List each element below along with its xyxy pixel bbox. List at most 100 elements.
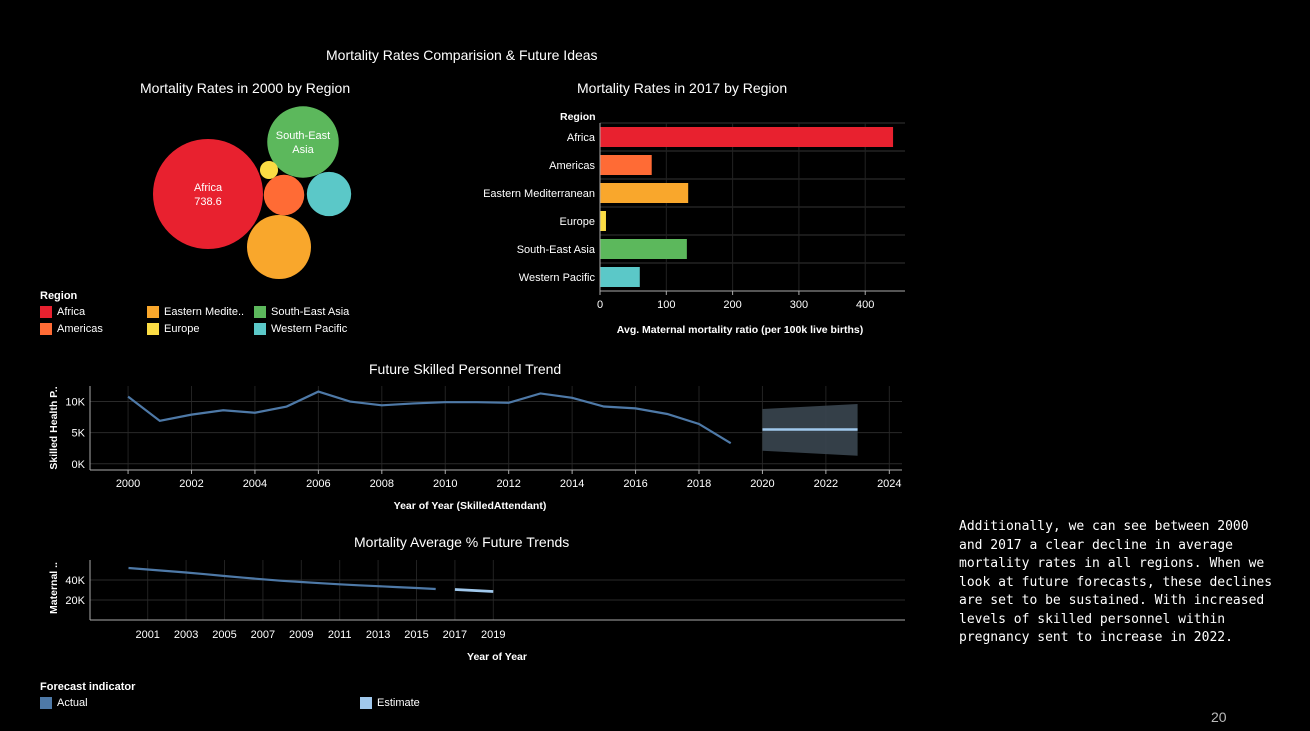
x-tick-label: 2011: [328, 629, 352, 641]
bar-category-label: Western Pacific: [519, 272, 596, 284]
bar-europe[interactable]: [600, 211, 606, 231]
legend-label: Americas: [57, 323, 103, 335]
x-tick-label: 2012: [496, 478, 520, 490]
series-estimate[interactable]: [454, 588, 494, 593]
region-legend: Region Africa Eastern Medite.. South-Eas…: [40, 290, 380, 335]
x-tick-label: 2001: [135, 629, 159, 641]
y-tick-label: 20K: [65, 595, 85, 607]
x-tick-label: 2024: [877, 478, 901, 490]
africa-swatch: [40, 306, 52, 318]
x-axis-title: Year of Year: [467, 651, 527, 663]
eastern-mediterranean-swatch: [147, 306, 159, 318]
europe-swatch: [147, 323, 159, 335]
bubble-label: Africa: [194, 182, 223, 194]
legend-item-eastern-mediterranean[interactable]: Eastern Medite..: [147, 306, 254, 318]
x-tick-label: 2007: [251, 629, 275, 641]
bubble-africa[interactable]: [153, 139, 263, 249]
bubble-americas[interactable]: [263, 174, 305, 216]
mortality-trend-chart: 20K 40K 2001 2003 2005 2007 2009 2011 2013 2015 20…: [48, 560, 905, 663]
legend-item-americas[interactable]: Americas: [40, 323, 147, 335]
region-legend-title: Region: [40, 290, 78, 302]
legend-label: Europe: [164, 323, 200, 335]
x-tick-label: 200: [723, 299, 741, 311]
x-tick-label: 0: [597, 299, 603, 311]
bar-western-pacific[interactable]: [600, 267, 640, 287]
bar-category-label: Eastern Mediterranean: [483, 188, 595, 200]
y-tick-label: 5K: [72, 428, 86, 440]
legend-label: Eastern Medite..: [164, 306, 245, 318]
forecast-legend: Forecast indicator Actual Estimate: [40, 681, 460, 709]
x-tick-label: 2016: [623, 478, 647, 490]
legend-item-western-pacific[interactable]: Western Pacific: [254, 323, 364, 335]
x-tick-label: 2004: [243, 478, 267, 490]
actual-swatch: [40, 697, 52, 709]
bar-chart: Region Africa Americas Eastern Mediterranea…: [483, 111, 905, 336]
bar-south-east-asia[interactable]: [600, 239, 687, 259]
bar-category-label: Africa: [567, 132, 596, 144]
bubble-chart-title: Mortality Rates in 2000 by Region: [140, 80, 351, 96]
forecast-legend-title: Forecast indicator: [40, 681, 136, 693]
x-tick-label: 2002: [179, 478, 203, 490]
south-east-asia-swatch: [254, 306, 266, 318]
legend-label: Actual: [57, 697, 88, 709]
legend-label: Estimate: [377, 697, 420, 709]
bubble-label: South-East: [276, 130, 330, 142]
series-actual[interactable]: [127, 390, 732, 445]
x-tick-label: 2003: [174, 629, 198, 641]
bar-category-label: Europe: [560, 216, 595, 228]
x-tick-label: 2020: [750, 478, 774, 490]
x-tick-label: 400: [856, 299, 874, 311]
x-tick-label: 2015: [404, 629, 428, 641]
legend-item-south-east-asia[interactable]: South-East Asia: [254, 306, 364, 318]
y-axis-title: Skilled Health P..: [48, 386, 60, 469]
legend-item-africa[interactable]: Africa: [40, 306, 147, 318]
bubble-western-pacific[interactable]: [306, 171, 352, 217]
x-tick-label: 2022: [814, 478, 838, 490]
estimate-swatch: [360, 697, 372, 709]
bar-category-label: Americas: [549, 160, 595, 172]
bubble-europe[interactable]: [259, 160, 279, 180]
y-tick-label: 10K: [65, 397, 85, 409]
x-tick-label: 2018: [687, 478, 711, 490]
x-tick-label: 2008: [370, 478, 394, 490]
x-tick-label: 2010: [433, 478, 457, 490]
skilled-personnel-chart: 0K 5K 10K 2000 2002 2004 2006 2008 2010 2012 2014 2…: [48, 386, 902, 512]
x-tick-label: 2005: [212, 629, 236, 641]
bubble-south-east-asia[interactable]: [267, 106, 339, 178]
side-note: Additionally, we can see between 2000 an…: [959, 519, 1273, 645]
x-tick-label: 2013: [366, 629, 390, 641]
bar-row-header: Region: [560, 111, 596, 123]
legend-item-actual[interactable]: Actual: [40, 697, 360, 709]
x-tick-label: 100: [657, 299, 675, 311]
x-tick-label: 300: [790, 299, 808, 311]
page-number: 20: [1211, 709, 1227, 725]
americas-swatch: [40, 323, 52, 335]
x-axis-title: Avg. Maternal mortality ratio (per 100k …: [617, 324, 863, 336]
x-axis-title: Year of Year (SkilledAttendant): [394, 500, 547, 512]
series-actual[interactable]: [128, 566, 436, 591]
bubble-eastern-mediterranean[interactable]: [247, 215, 311, 279]
y-axis-title: Maternal ..: [48, 562, 60, 614]
legend-item-europe[interactable]: Europe: [147, 323, 254, 335]
x-tick-label: 2019: [481, 629, 505, 641]
legend-label: South-East Asia: [271, 306, 350, 318]
bar-africa[interactable]: [600, 127, 894, 147]
bubble-label: 738.6: [194, 196, 222, 208]
x-tick-label: 2000: [116, 478, 140, 490]
page-title: Mortality Rates Comparision & Future Ide…: [326, 47, 598, 63]
bar-eastern-mediterranean[interactable]: [600, 183, 689, 203]
y-tick-label: 40K: [65, 575, 85, 587]
x-tick-label: 2017: [443, 629, 467, 641]
skilled-chart-title: Future Skilled Personnel Trend: [369, 361, 562, 377]
bar-americas[interactable]: [600, 155, 652, 175]
legend-label: Western Pacific: [271, 323, 348, 335]
y-tick-label: 0K: [72, 459, 86, 471]
legend-label: Africa: [57, 306, 86, 318]
x-tick-label: 2009: [289, 629, 313, 641]
x-tick-label: 2014: [560, 478, 584, 490]
western-pacific-swatch: [254, 323, 266, 335]
bar-category-label: South-East Asia: [517, 244, 596, 256]
bubble-label: Asia: [292, 144, 314, 156]
legend-item-estimate[interactable]: Estimate: [360, 697, 420, 709]
mortality-trend-title: Mortality Average % Future Trends: [354, 534, 570, 550]
